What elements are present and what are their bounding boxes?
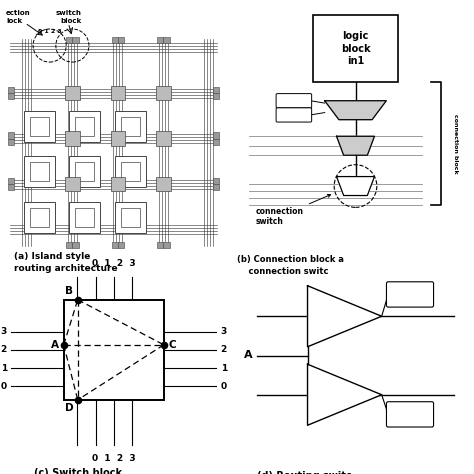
Bar — [121, 117, 140, 136]
Text: ection: ection — [6, 9, 31, 16]
Bar — [75, 208, 94, 227]
Bar — [213, 138, 219, 145]
Bar — [115, 156, 146, 187]
Text: switch: switch — [56, 9, 82, 16]
Text: 3: 3 — [221, 327, 227, 336]
Bar — [115, 111, 146, 142]
Bar — [121, 208, 140, 227]
Bar — [213, 93, 219, 100]
Bar — [164, 242, 170, 248]
Bar — [213, 184, 219, 191]
Text: 0  1  2  3: 0 1 2 3 — [92, 455, 136, 464]
Bar — [115, 202, 146, 233]
Text: (c) Switch block: (c) Switch block — [34, 468, 122, 474]
Bar — [213, 87, 219, 93]
Text: 0: 0 — [221, 382, 227, 391]
Bar — [73, 242, 79, 248]
Bar — [118, 242, 124, 248]
Bar — [24, 202, 55, 233]
FancyBboxPatch shape — [386, 282, 434, 307]
Bar — [65, 177, 80, 191]
Bar — [75, 163, 94, 181]
Bar — [118, 37, 124, 44]
Bar — [69, 156, 100, 187]
Bar — [157, 37, 164, 44]
Text: D: D — [64, 403, 73, 413]
Text: C: C — [168, 340, 176, 350]
Text: 2: 2 — [0, 346, 7, 354]
FancyBboxPatch shape — [276, 94, 311, 108]
Bar — [156, 131, 171, 146]
Bar — [24, 111, 55, 142]
Bar — [30, 208, 49, 227]
Text: 3: 3 — [0, 327, 7, 336]
Text: SR: SR — [288, 110, 300, 119]
Bar — [112, 242, 118, 248]
Text: 2: 2 — [221, 346, 227, 354]
Bar — [110, 131, 125, 146]
Bar — [30, 163, 49, 181]
Text: 1: 1 — [0, 364, 7, 373]
Text: B: B — [65, 286, 73, 296]
Polygon shape — [308, 286, 382, 347]
Text: A: A — [51, 340, 59, 350]
Text: (b) Connection block a
    connection switc: (b) Connection block a connection switc — [237, 255, 344, 275]
Bar — [73, 37, 79, 44]
Bar — [8, 138, 15, 145]
Bar — [157, 242, 164, 248]
Polygon shape — [308, 364, 382, 425]
Text: connection block: connection block — [453, 114, 457, 173]
Bar — [64, 300, 164, 400]
Bar — [110, 177, 125, 191]
Bar — [65, 131, 80, 146]
Text: SR: SR — [288, 96, 300, 105]
Polygon shape — [325, 101, 386, 119]
Bar — [313, 15, 398, 82]
Bar — [24, 156, 55, 187]
Text: logic
block
in1: logic block in1 — [341, 31, 370, 66]
Text: (d) Routing switc: (d) Routing switc — [257, 471, 352, 474]
Text: connection
switch: connection switch — [256, 194, 331, 226]
Text: (a) Island style
routing architecture: (a) Island style routing architecture — [15, 252, 118, 273]
Text: 0 1 2 3: 0 1 2 3 — [38, 29, 62, 34]
Polygon shape — [337, 137, 374, 155]
Bar — [121, 163, 140, 181]
FancyBboxPatch shape — [386, 402, 434, 427]
Bar — [110, 86, 125, 100]
Bar — [8, 87, 15, 93]
Bar — [8, 184, 15, 191]
Bar — [156, 86, 171, 100]
Polygon shape — [337, 177, 374, 195]
Text: SR: SR — [403, 410, 417, 419]
Bar — [164, 37, 170, 44]
Text: SR: SR — [403, 290, 417, 300]
Bar — [112, 37, 118, 44]
Text: A: A — [245, 350, 253, 361]
Text: lock: lock — [6, 18, 22, 24]
Bar — [213, 178, 219, 184]
Bar — [69, 111, 100, 142]
Text: 1: 1 — [221, 364, 227, 373]
FancyBboxPatch shape — [276, 108, 311, 122]
Bar — [69, 202, 100, 233]
Bar — [30, 117, 49, 136]
Bar — [65, 86, 80, 100]
Bar — [156, 177, 171, 191]
Bar — [213, 132, 219, 138]
Bar — [75, 117, 94, 136]
Bar — [8, 132, 15, 138]
Text: 0  1  2  3: 0 1 2 3 — [92, 259, 136, 268]
Text: 0: 0 — [0, 382, 7, 391]
Text: block: block — [60, 18, 81, 24]
Bar — [8, 93, 15, 100]
Bar — [66, 37, 73, 44]
Bar — [66, 242, 73, 248]
Bar — [8, 178, 15, 184]
